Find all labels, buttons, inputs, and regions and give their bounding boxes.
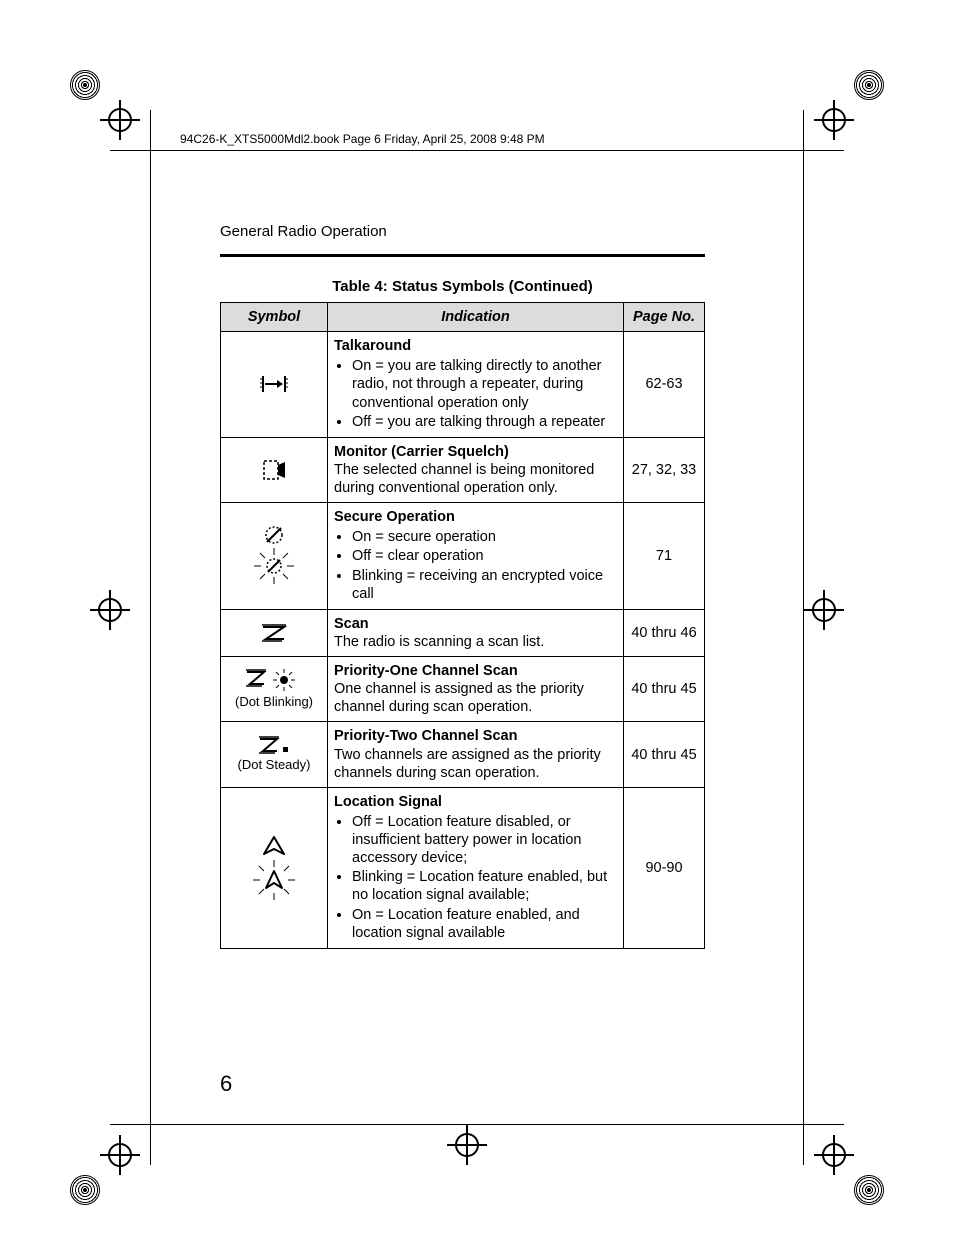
bullet: On = Location feature enabled, and locat… [352, 906, 617, 942]
frame-line [803, 110, 804, 1165]
row-title: Monitor (Carrier Squelch) [334, 444, 509, 460]
row-title: Priority-One Channel Scan [334, 663, 518, 679]
row-title: Location Signal [334, 794, 442, 810]
priority-two-icon [257, 735, 291, 755]
priority-one-icon [244, 668, 304, 692]
row-body: One channel is assigned as the priority … [334, 681, 584, 715]
crop-mark-bottom-right [804, 1125, 864, 1185]
bullet: On = you are talking directly to another… [352, 357, 617, 411]
scan-icon [260, 623, 288, 643]
table-header-row: Symbol Indication Page No. [221, 303, 705, 332]
table-row: Talkaround On = you are talking directly… [221, 332, 705, 438]
page-ref: 40 thru 46 [624, 609, 705, 656]
symbol-sublabel: (Dot Blinking) [227, 694, 321, 710]
page-number: 6 [220, 1071, 232, 1097]
row-body: The radio is scanning a scan list. [334, 634, 544, 650]
section-rule [220, 254, 705, 257]
bullet: Blinking = receiving an encrypted voice … [352, 567, 617, 603]
row-title: Talkaround [334, 338, 411, 354]
crop-mark-bottom-left [90, 1125, 150, 1185]
row-title: Scan [334, 616, 369, 632]
table-row: Secure Operation On = secure operation O… [221, 503, 705, 610]
section-title: General Radio Operation [220, 223, 387, 240]
page-ref: 40 thru 45 [624, 722, 705, 787]
location-icon [261, 834, 287, 858]
secure-blinking-icon [249, 545, 299, 587]
running-header: 94C26-K_XTS5000Mdl2.book Page 6 Friday, … [180, 132, 545, 146]
col-indication: Indication [328, 303, 624, 332]
page-ref: 90-90 [624, 787, 705, 948]
bullet: Off = clear operation [352, 547, 617, 565]
page-ref: 27, 32, 33 [624, 437, 705, 502]
page-ref: 71 [624, 503, 705, 610]
monitor-icon [261, 457, 287, 483]
talkaround-icon [259, 373, 289, 395]
row-body: Two channels are assigned as the priorit… [334, 747, 601, 781]
bullet: On = secure operation [352, 528, 617, 546]
row-body: The selected channel is being monitored … [334, 462, 594, 496]
crop-mark-mid-right [804, 590, 864, 650]
table-row: Location Signal Off = Location feature d… [221, 787, 705, 948]
frame-line [110, 1124, 844, 1125]
table-row: (Dot Blinking) Priority-One Channel Scan… [221, 657, 705, 722]
crop-mark-mid-bottom [447, 1125, 507, 1185]
crop-mark-mid-left [90, 590, 150, 650]
page-ref: 62-63 [624, 332, 705, 438]
crop-mark-top-left [90, 90, 150, 150]
bullet: Blinking = Location feature enabled, but… [352, 868, 617, 904]
status-symbols-table: Symbol Indication Page No. Talkaround O [220, 302, 705, 949]
crop-mark-top-right [804, 90, 864, 150]
col-symbol: Symbol [221, 303, 328, 332]
table-title: Table 4: Status Symbols (Continued) [220, 278, 705, 295]
col-page-no: Page No. [624, 303, 705, 332]
location-blinking-icon [249, 858, 299, 902]
table-row: (Dot Steady) Priority-Two Channel Scan T… [221, 722, 705, 787]
frame-line [110, 150, 844, 151]
table-row: Monitor (Carrier Squelch) The selected c… [221, 437, 705, 502]
symbol-sublabel: (Dot Steady) [227, 757, 321, 773]
row-title: Secure Operation [334, 509, 455, 525]
bullet: Off = you are talking through a repeater [352, 413, 617, 431]
table-row: Scan The radio is scanning a scan list. … [221, 609, 705, 656]
page-ref: 40 thru 45 [624, 657, 705, 722]
secure-icon [262, 525, 286, 545]
row-title: Priority-Two Channel Scan [334, 728, 517, 744]
bullet: Off = Location feature disabled, or insu… [352, 813, 617, 867]
frame-line [150, 110, 151, 1165]
